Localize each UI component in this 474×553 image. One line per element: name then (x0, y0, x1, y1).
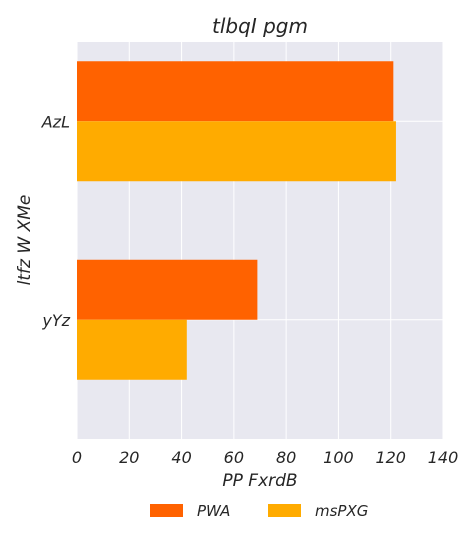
x-tick-label-6: 120 (375, 448, 406, 467)
chart-title: tlbqI pgm (212, 14, 308, 38)
y-axis-label: ltfz W XMe (15, 195, 35, 286)
x-tick-label-1: 20 (119, 448, 139, 467)
x-tick-label-5: 100 (323, 448, 354, 467)
x-axis-label: PP FxrdB (222, 471, 297, 491)
bars (77, 61, 396, 380)
x-tick-label-3: 60 (224, 448, 244, 467)
legend-label-msPXG: msPXG (315, 502, 368, 520)
legend-swatch-msPXG (268, 504, 301, 517)
x-tick-label-2: 40 (171, 448, 191, 467)
legend-swatch-PWA (150, 504, 183, 517)
bar-PWA-AzL (77, 61, 394, 122)
bar-msPXG-AzL (77, 121, 396, 182)
legend: PWA msPXG (150, 502, 368, 520)
x-tick-label-4: 80 (276, 448, 296, 467)
y-tick-label-1: yYz (41, 311, 70, 330)
x-tick-label-0: 0 (72, 448, 82, 467)
x-tick-labels: 0 20 40 60 80 100 120 140 (72, 448, 458, 467)
x-tick-label-7: 140 (428, 448, 459, 467)
y-tick-labels: AzL yYz (41, 112, 71, 330)
legend-label-PWA: PWA (197, 502, 230, 520)
y-tick-label-0: AzL (41, 112, 70, 131)
bar-PWA-yYz (77, 259, 258, 320)
bar-msPXG-yYz (77, 319, 187, 380)
